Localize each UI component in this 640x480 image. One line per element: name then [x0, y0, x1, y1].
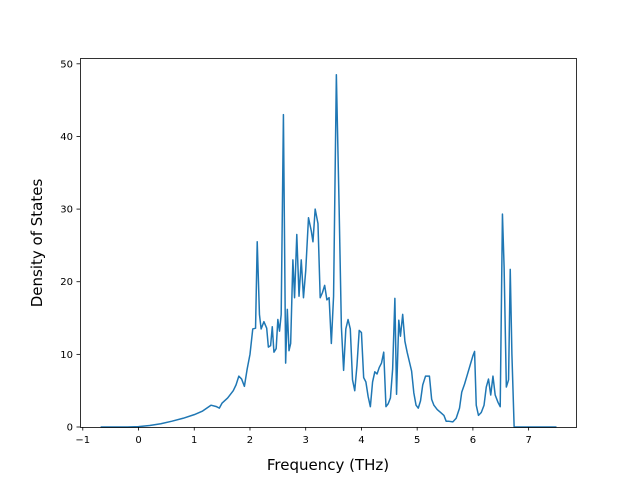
plot-area: [100, 73, 557, 428]
x-tick-label: 5: [414, 435, 420, 446]
dos-series-line-0: [100, 73, 557, 428]
x-tick-label: 6: [470, 435, 476, 446]
x-axis-ticks: −1 0 1 2 3 4 5 6 7: [75, 427, 532, 446]
x-tick-label: 4: [358, 435, 364, 446]
y-axis-label: Density of States: [28, 179, 46, 308]
y-tick-label: 40: [60, 132, 73, 143]
x-tick-label: 1: [191, 435, 197, 446]
y-tick-label: 0: [67, 423, 73, 434]
x-axis-label: Frequency (THz): [267, 456, 389, 474]
y-tick-label: 10: [60, 350, 73, 361]
x-tick-label: 7: [525, 435, 531, 446]
x-tick-label: −1: [75, 435, 90, 446]
y-tick-label: 20: [60, 277, 73, 288]
x-tick-label: 2: [247, 435, 253, 446]
x-tick-label: 3: [303, 435, 309, 446]
y-tick-label: 30: [60, 205, 73, 216]
y-axis-ticks: 0 10 20 30 40 50: [60, 59, 80, 434]
plot-frame: [80, 58, 577, 428]
x-tick-label: 0: [135, 435, 141, 446]
y-tick-label: 50: [60, 59, 73, 70]
